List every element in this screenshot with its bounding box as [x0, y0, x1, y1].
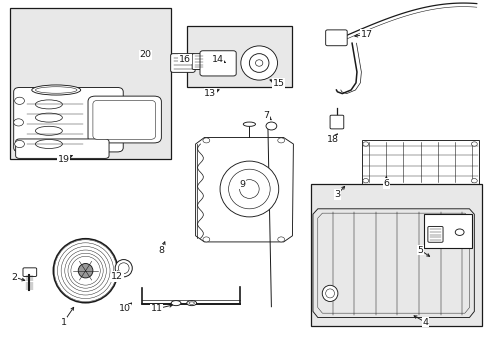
- Ellipse shape: [239, 180, 259, 198]
- Circle shape: [362, 179, 368, 183]
- Ellipse shape: [54, 240, 117, 302]
- Ellipse shape: [64, 250, 106, 292]
- Ellipse shape: [188, 302, 194, 304]
- Ellipse shape: [240, 46, 277, 80]
- Ellipse shape: [186, 301, 196, 306]
- Circle shape: [470, 179, 476, 183]
- FancyBboxPatch shape: [186, 26, 291, 87]
- Ellipse shape: [32, 85, 81, 95]
- FancyBboxPatch shape: [427, 226, 442, 242]
- Ellipse shape: [36, 139, 62, 148]
- Text: 6: 6: [383, 179, 388, 188]
- Text: 14: 14: [211, 55, 223, 63]
- Text: 19: 19: [58, 154, 69, 163]
- Ellipse shape: [36, 126, 62, 135]
- Circle shape: [277, 237, 284, 242]
- Ellipse shape: [36, 113, 62, 122]
- Text: 15: 15: [272, 79, 284, 88]
- Ellipse shape: [68, 253, 103, 288]
- FancyBboxPatch shape: [23, 268, 37, 276]
- Text: 17: 17: [360, 30, 372, 39]
- FancyBboxPatch shape: [325, 30, 346, 46]
- FancyBboxPatch shape: [14, 87, 123, 152]
- FancyBboxPatch shape: [170, 54, 195, 72]
- FancyBboxPatch shape: [424, 214, 471, 248]
- Ellipse shape: [243, 122, 255, 126]
- Text: 2: 2: [12, 273, 18, 282]
- FancyBboxPatch shape: [93, 100, 155, 139]
- Text: 16: 16: [179, 55, 190, 63]
- Text: 10: 10: [119, 305, 130, 313]
- Text: 5: 5: [417, 246, 423, 255]
- Ellipse shape: [78, 264, 93, 278]
- Ellipse shape: [171, 301, 181, 306]
- Text: 4: 4: [422, 318, 427, 327]
- Text: 9: 9: [239, 180, 244, 189]
- Circle shape: [203, 237, 209, 242]
- FancyBboxPatch shape: [10, 8, 171, 159]
- Text: 13: 13: [204, 89, 216, 98]
- Circle shape: [15, 97, 24, 104]
- Ellipse shape: [322, 285, 337, 302]
- Ellipse shape: [118, 263, 129, 274]
- Circle shape: [470, 142, 476, 146]
- Circle shape: [15, 140, 24, 148]
- Ellipse shape: [265, 122, 276, 130]
- Ellipse shape: [454, 229, 463, 235]
- Ellipse shape: [115, 260, 132, 277]
- Text: 12: 12: [111, 272, 123, 281]
- FancyBboxPatch shape: [16, 139, 109, 158]
- Circle shape: [277, 138, 284, 143]
- Text: 1: 1: [61, 318, 66, 327]
- Circle shape: [203, 138, 209, 143]
- Ellipse shape: [220, 161, 278, 217]
- Circle shape: [14, 119, 23, 126]
- FancyBboxPatch shape: [329, 115, 343, 129]
- FancyBboxPatch shape: [310, 184, 481, 326]
- Ellipse shape: [325, 289, 334, 298]
- FancyBboxPatch shape: [88, 96, 161, 143]
- Ellipse shape: [71, 256, 100, 285]
- FancyBboxPatch shape: [200, 51, 236, 76]
- Text: 8: 8: [158, 246, 164, 255]
- Circle shape: [362, 142, 368, 146]
- Text: 3: 3: [334, 190, 340, 199]
- Ellipse shape: [228, 169, 270, 209]
- Text: 20: 20: [140, 50, 151, 59]
- Ellipse shape: [249, 54, 268, 72]
- Ellipse shape: [57, 243, 113, 299]
- Ellipse shape: [36, 100, 62, 109]
- FancyBboxPatch shape: [192, 54, 205, 69]
- Ellipse shape: [255, 60, 263, 66]
- Text: 7: 7: [263, 111, 269, 120]
- Ellipse shape: [36, 87, 77, 93]
- Ellipse shape: [61, 246, 110, 295]
- Text: 11: 11: [150, 305, 162, 313]
- Text: 18: 18: [326, 135, 338, 144]
